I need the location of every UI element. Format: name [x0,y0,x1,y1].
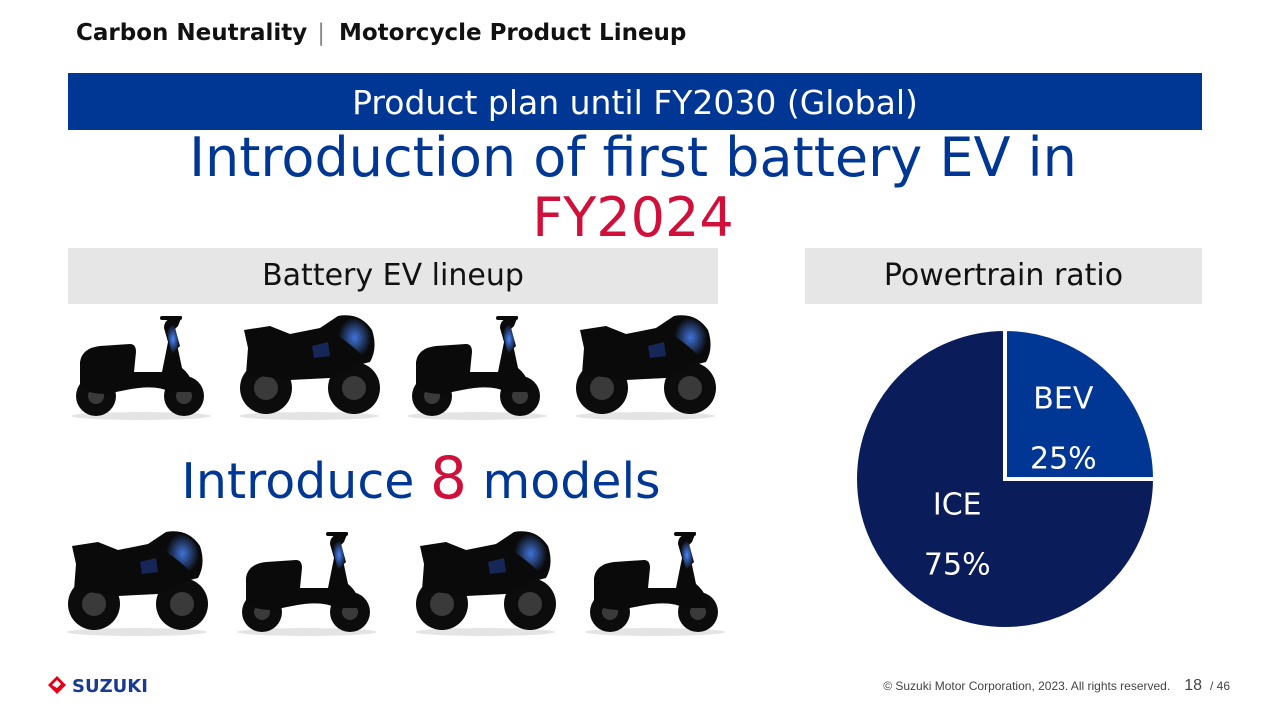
sport-bike-silhouette-1 [239,315,380,420]
headline-line2: FY2024 [532,186,734,249]
introduce-suffix: models [482,453,661,510]
pie-label-bev: BEV [1033,382,1094,417]
scooter-silhouette-2 [407,316,547,420]
pie-value-bev: 25% [1030,442,1097,477]
model-count: 8 [430,444,467,512]
pie-slice-bev [1003,326,1158,481]
slide-header: Carbon Neutrality | Motorcycle Product Lin… [76,20,686,46]
slide-footer: © Suzuki Motor Corporation, 2023. All ri… [883,677,1230,695]
copyright: © Suzuki Motor Corporation, 2023. All ri… [883,679,1171,693]
introduce-models-text: Introduce 8 models [68,444,774,512]
pie-value-ice: 75% [924,548,991,583]
section-label: Carbon Neutrality [76,20,308,46]
plan-banner: Product plan until FY2030 (Global) [68,73,1202,130]
powertrain-pie-chart: BEV 25% ICE 75% [853,326,1158,631]
sport-bike-silhouette-3 [67,531,208,636]
scooter-silhouette-3 [237,532,377,636]
lineup-heading: Battery EV lineup [68,248,718,304]
scooter-silhouette-4 [585,532,725,636]
suzuki-logo: SUZUKI [48,676,148,697]
powertrain-heading: Powertrain ratio [805,248,1202,304]
header-separator: | [317,20,325,46]
page-number: 18 [1184,677,1202,694]
headline-line1: Introduction of first battery EV in [189,126,1077,189]
pie-slice-ice [853,326,1158,631]
pie-label-ice: ICE [933,488,982,523]
scooter-silhouette-1 [71,316,211,420]
logo-wordmark: SUZUKI [72,676,148,697]
slide-title: Motorcycle Product Lineup [338,20,687,46]
page-total: / 46 [1209,679,1230,693]
introduce-prefix: Introduce [181,453,415,510]
sport-bike-silhouette-2 [575,315,716,420]
sport-bike-silhouette-4 [415,531,556,636]
headline: Introduction of first battery EV in FY20… [0,128,1266,248]
